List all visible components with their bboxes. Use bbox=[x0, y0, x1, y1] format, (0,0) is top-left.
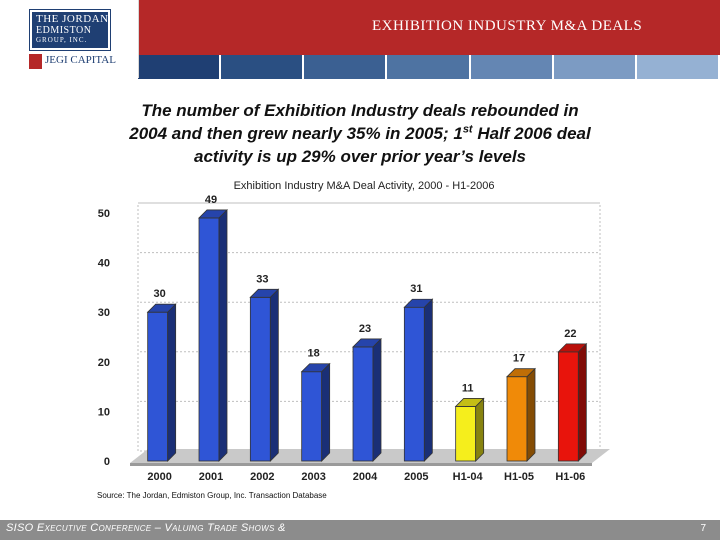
logo-panel: THE JORDAN EDMISTON GROUP, INC. JEGI CAP… bbox=[0, 0, 139, 78]
company-logo: THE JORDAN EDMISTON GROUP, INC. bbox=[29, 9, 111, 51]
bar-top bbox=[146, 303, 177, 313]
x-tick-label: 2001 bbox=[199, 471, 223, 483]
slide-title: EXHIBITION INDUSTRY M&A DEALS bbox=[372, 18, 643, 34]
source-note: Source: The Jordan, Edmiston Group, Inc.… bbox=[97, 491, 327, 500]
logo-line-2: EDMISTON bbox=[36, 25, 92, 36]
header-stripe bbox=[636, 55, 718, 79]
bar bbox=[403, 306, 425, 462]
headline-line-2b: Half 2006 deal bbox=[472, 124, 591, 143]
data-label: 30 bbox=[154, 288, 166, 300]
x-tick-label: H1-05 bbox=[504, 471, 534, 483]
chart-title: Exhibition Industry M&A Deal Activity, 2… bbox=[234, 180, 495, 192]
bar bbox=[198, 217, 220, 462]
data-label: 18 bbox=[308, 348, 320, 360]
bar-side bbox=[372, 337, 382, 462]
headline-superscript: st bbox=[462, 123, 473, 136]
y-tick-label: 50 bbox=[98, 208, 110, 220]
bar-top bbox=[198, 209, 228, 219]
header-stripe bbox=[553, 55, 635, 79]
bar-side bbox=[269, 288, 279, 462]
bar-top bbox=[403, 298, 434, 308]
bar-side bbox=[526, 367, 536, 462]
bar-top bbox=[506, 368, 536, 378]
bar bbox=[506, 376, 528, 462]
bar bbox=[557, 351, 579, 462]
header-stripe bbox=[221, 55, 303, 79]
headline: The number of Exhibition Industry deals … bbox=[100, 99, 620, 168]
bar-side bbox=[475, 397, 485, 462]
x-tick-label: 2003 bbox=[301, 471, 325, 483]
logo-line-1: THE JORDAN bbox=[36, 13, 109, 25]
x-tick-label: H1-06 bbox=[555, 471, 585, 483]
data-label: 31 bbox=[410, 283, 422, 295]
bar bbox=[147, 311, 169, 462]
bar-side bbox=[321, 362, 331, 462]
bar-top bbox=[557, 343, 588, 353]
bar bbox=[352, 346, 374, 462]
bar bbox=[455, 406, 477, 462]
x-tick-label: H1-04 bbox=[453, 471, 484, 483]
page-number: 7 bbox=[700, 523, 706, 534]
header-stripe bbox=[138, 55, 220, 79]
header-stripe bbox=[387, 55, 469, 79]
header-stripe bbox=[470, 55, 552, 79]
y-tick-label: 10 bbox=[98, 406, 110, 418]
plot-floor-edge bbox=[130, 463, 592, 466]
deal-activity-chart: Exhibition Industry M&A Deal Activity, 2… bbox=[98, 180, 610, 483]
bar-side bbox=[218, 208, 228, 462]
bar bbox=[301, 371, 323, 462]
y-tick-label: 20 bbox=[98, 357, 110, 369]
capital-logo-text: JEGI CAPITAL bbox=[45, 54, 116, 66]
data-label: 49 bbox=[205, 194, 217, 206]
y-tick-label: 0 bbox=[104, 456, 110, 468]
bar-top bbox=[300, 363, 331, 373]
bar-side bbox=[167, 303, 177, 462]
footer-text: SISO Executive Conference – Valuing Trad… bbox=[6, 522, 286, 534]
bar-side bbox=[423, 298, 433, 462]
headline-line-2a: 2004 and then grew nearly 35% in 2005; 1 bbox=[129, 124, 463, 143]
headline-line-1: The number of Exhibition Industry deals … bbox=[141, 101, 579, 120]
x-tick-label: 2004 bbox=[353, 471, 378, 483]
x-tick-label: 2005 bbox=[404, 471, 428, 483]
data-label: 22 bbox=[564, 328, 576, 340]
y-tick-label: 40 bbox=[98, 258, 110, 270]
y-tick-label: 30 bbox=[98, 307, 110, 319]
data-label: 17 bbox=[513, 353, 525, 365]
headline-line-3: activity is up 29% over prior year’s lev… bbox=[194, 147, 526, 166]
x-tick-label: 2000 bbox=[147, 471, 171, 483]
data-label: 23 bbox=[359, 323, 371, 335]
bar bbox=[249, 296, 271, 462]
bar-side bbox=[577, 342, 587, 462]
bar-top bbox=[352, 338, 382, 348]
bar-top bbox=[454, 398, 485, 407]
data-label: 11 bbox=[462, 382, 474, 394]
logo-line-3: GROUP, INC. bbox=[36, 36, 88, 44]
header-stripe bbox=[304, 55, 386, 79]
bar-top bbox=[249, 288, 280, 298]
data-label: 33 bbox=[256, 273, 268, 285]
footer-bar: SISO Executive Conference – Valuing Trad… bbox=[0, 520, 720, 540]
x-tick-label: 2002 bbox=[250, 471, 274, 483]
capital-logo-icon bbox=[29, 54, 42, 69]
